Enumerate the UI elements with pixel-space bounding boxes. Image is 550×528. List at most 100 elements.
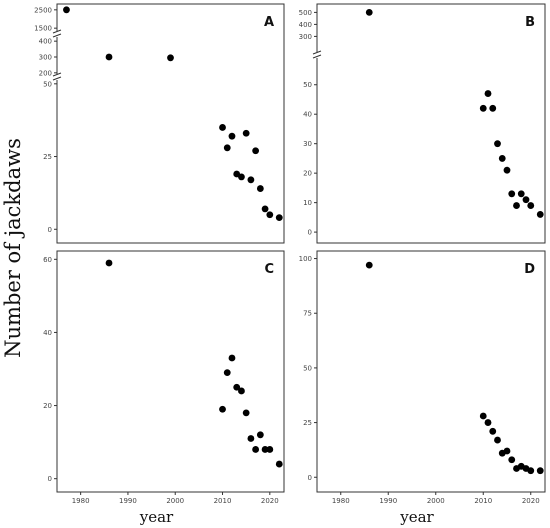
- data-point: [228, 132, 236, 140]
- data-point: [484, 90, 492, 97]
- data-point: [247, 435, 255, 442]
- panel-d: 0 25 50 75 100 1980 1990 2000 2010 2020 year D: [299, 250, 546, 526]
- data-point: [489, 104, 497, 112]
- data-point: [242, 409, 250, 417]
- data-point: [503, 166, 511, 174]
- data-point: [167, 54, 174, 62]
- y-tick-label: 40: [303, 111, 312, 119]
- data-point: [233, 383, 241, 391]
- x-tick-label: 2010: [214, 497, 232, 505]
- panel-label: C: [264, 262, 274, 277]
- data-point: [508, 190, 516, 198]
- y-tick-label: 10: [303, 199, 312, 207]
- data-point: [484, 419, 492, 426]
- data-point: [266, 446, 274, 453]
- x-tick-label: 2000: [427, 497, 445, 505]
- data-point: [489, 427, 497, 435]
- y-tick-label: 0: [48, 475, 52, 483]
- y-tick-label: 300: [39, 54, 52, 62]
- y-tick-label: 300: [299, 33, 312, 41]
- y-tick-label: 2500: [34, 6, 52, 14]
- y-tick-label: 60: [43, 256, 52, 264]
- data-point: [105, 53, 113, 61]
- y-tick-label: 400: [299, 21, 312, 29]
- data-point: [223, 369, 231, 377]
- y-tick-label: 25: [303, 419, 312, 427]
- y-tick-label: 500: [299, 9, 312, 17]
- data-point: [517, 190, 525, 198]
- y-axis-title: Number of jackdaws: [1, 138, 25, 358]
- x-axis-title: year: [139, 508, 174, 526]
- data-point: [498, 155, 506, 162]
- data-point: [247, 176, 255, 184]
- x-tick-label: 2000: [166, 497, 184, 505]
- data-point: [238, 173, 245, 181]
- data-point: [536, 211, 544, 218]
- plot-frame: [56, 3, 285, 244]
- y-tick-label: 0: [308, 474, 312, 482]
- x-tick-label: 1980: [72, 497, 90, 505]
- y-tick-label: 20: [43, 402, 52, 410]
- y-tick-label: 30: [303, 140, 312, 148]
- panel-c: 0 20 40 60 1980 1990 2000 2010 2020 year C: [43, 250, 285, 526]
- y-tick-label: 25: [43, 153, 52, 161]
- data-point: [261, 446, 269, 453]
- data-point: [275, 214, 283, 222]
- data-point: [365, 261, 373, 269]
- y-tick-label: 20: [303, 170, 312, 178]
- y-tick-label: 100: [299, 255, 312, 263]
- data-point: [536, 467, 544, 475]
- data-point: [256, 185, 264, 192]
- y-tick-label: 0: [308, 229, 312, 237]
- panel-label: B: [525, 15, 535, 30]
- y-tick-label: 200: [39, 69, 52, 77]
- data-point: [242, 129, 250, 137]
- data-point: [508, 456, 516, 464]
- data-point: [238, 387, 245, 395]
- data-point: [365, 9, 373, 16]
- panels: 0255020030040015002500A01020304050300400…: [34, 3, 546, 526]
- data-point: [522, 196, 530, 204]
- data-point: [228, 354, 236, 362]
- panel-label: D: [524, 262, 535, 277]
- y-tick-label: 40: [43, 329, 52, 337]
- x-tick-label: 1990: [119, 497, 137, 505]
- y-tick-label: 0: [48, 226, 52, 234]
- data-point: [256, 431, 264, 439]
- x-tick-label: 1980: [332, 497, 350, 505]
- panel-a: 0 25 50 200 300 400 1500 2500 A: [34, 3, 285, 244]
- x-tick-label: 2020: [261, 497, 279, 505]
- y-tick-label: 50: [43, 80, 52, 88]
- x-tick-label: 1990: [379, 497, 397, 505]
- data-point: [261, 205, 269, 213]
- y-tick-label: 400: [39, 38, 52, 46]
- data-point: [219, 405, 226, 413]
- y-tick-label: 1500: [34, 25, 52, 33]
- data-point: [252, 147, 260, 155]
- y-tick-label: 75: [303, 310, 312, 318]
- plot-frame: [316, 250, 546, 493]
- data-point: [219, 124, 226, 131]
- data-point: [527, 467, 535, 475]
- data-point: [513, 202, 520, 209]
- data-point: [479, 412, 487, 420]
- data-point: [105, 259, 113, 267]
- panel-label: A: [264, 15, 274, 30]
- plot-frame: [56, 250, 285, 493]
- data-point: [527, 202, 535, 209]
- data-point: [479, 104, 487, 112]
- data-point: [275, 460, 283, 468]
- data-point: [63, 6, 70, 14]
- x-tick-label: 2010: [474, 497, 492, 505]
- data-point: [252, 446, 260, 453]
- y-tick-label: 50: [303, 81, 312, 89]
- axis-break-mark: [52, 29, 62, 38]
- panel-b: 0 10 20 30 40 50 300 400 500 B: [299, 3, 546, 244]
- data-point: [223, 144, 231, 152]
- y-tick-label: 50: [303, 364, 312, 372]
- data-point: [494, 140, 501, 148]
- plot-frame: [316, 3, 546, 244]
- x-axis-title: year: [399, 508, 434, 526]
- data-point: [266, 211, 274, 219]
